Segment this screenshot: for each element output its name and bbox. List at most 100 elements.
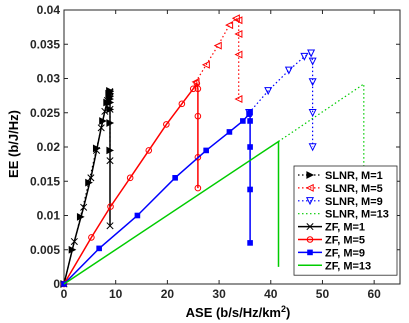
data-point — [234, 95, 243, 104]
data-point — [226, 129, 233, 135]
data-point — [101, 107, 109, 115]
data-point — [106, 105, 114, 113]
legend-label: SLNR, M=5 — [325, 183, 383, 195]
data-point — [96, 245, 102, 252]
y-tick-label: 0.04 — [37, 3, 61, 17]
data-point — [103, 96, 111, 104]
x-axis-label-superscript: 2 — [281, 304, 286, 314]
marker-stroke — [93, 146, 101, 154]
data-point — [213, 41, 222, 50]
marker-stroke — [106, 105, 114, 113]
data-point — [172, 175, 178, 181]
data-point — [126, 174, 134, 182]
legend-marker — [307, 249, 313, 256]
legend-marker — [305, 183, 314, 192]
data-point — [134, 212, 141, 219]
x-tick-label: 20 — [161, 287, 175, 301]
y-tick-label: 0.01 — [37, 209, 61, 223]
data-point — [194, 112, 202, 120]
data-point — [178, 100, 186, 108]
x-axis-label-end: ) — [286, 305, 290, 320]
series-line — [63, 89, 111, 285]
marker-stroke — [101, 107, 109, 115]
x-tick-label: 0 — [61, 287, 68, 301]
data-point — [106, 222, 114, 230]
legend-marker — [306, 171, 315, 179]
y-tick-label: 0 — [53, 277, 60, 291]
data-point — [97, 124, 105, 132]
y-tick-label: 0.035 — [30, 37, 60, 51]
series-line — [63, 81, 199, 285]
data-point — [307, 49, 316, 58]
y-axis-label: EE (b/J/Hz) — [6, 110, 21, 178]
x-tick-label: 60 — [367, 287, 381, 301]
y-tick-label: 0.015 — [30, 174, 60, 188]
data-point — [163, 121, 170, 128]
legend-item: SLNR, M=5 — [298, 183, 383, 195]
data-point — [247, 240, 253, 246]
data-point — [308, 57, 317, 66]
series-5 — [60, 87, 114, 288]
data-point — [106, 157, 114, 165]
x-tick-label: 30 — [212, 287, 226, 301]
data-point — [247, 118, 253, 124]
y-tick-label: 0.02 — [37, 140, 61, 154]
data-point — [203, 147, 209, 154]
x-axis-label: ASE (b/s/Hz/km2) — [186, 304, 291, 320]
marker-stroke — [97, 124, 105, 132]
legend-label: ZF, M=13 — [325, 260, 371, 272]
legend-label: SLNR, M=1 — [325, 170, 383, 182]
data-point — [93, 146, 101, 154]
legend-item: ZF, M=5 — [298, 235, 365, 247]
series-3 — [245, 49, 317, 152]
marker-stroke — [70, 237, 78, 246]
series-7 — [61, 109, 253, 287]
series-line — [63, 140, 280, 285]
legend-item: ZF, M=9 — [298, 247, 365, 259]
data-point — [240, 118, 246, 124]
legend-marker — [305, 197, 315, 206]
x-tick-label: 50 — [316, 287, 330, 301]
legend-item: ZF, M=13 — [298, 260, 371, 272]
legend-label: ZF, M=9 — [325, 247, 365, 259]
data-point — [247, 109, 253, 116]
x-tick-label: 10 — [109, 287, 123, 301]
legend-box — [293, 165, 398, 276]
data-point — [264, 87, 273, 96]
axes: 0 10 20 30 40 50 60 0 0.005 0.01 0.015 0.02 0.025 0.0… — [30, 3, 401, 301]
data-point — [70, 237, 78, 246]
marker-stroke — [80, 203, 88, 211]
data-point — [88, 234, 95, 241]
data-point — [80, 203, 88, 211]
data-point — [107, 203, 114, 210]
series-8 — [63, 140, 280, 285]
data-point — [308, 78, 317, 87]
data-point — [234, 16, 243, 25]
data-point — [247, 186, 253, 193]
data-point — [87, 174, 95, 182]
data-point — [225, 21, 234, 30]
data-point — [189, 85, 197, 93]
marker-stroke — [306, 223, 314, 231]
legend-item: SLNR, M=1 — [298, 170, 383, 182]
marker-stroke — [106, 222, 114, 230]
data-point — [194, 85, 202, 93]
x-tick-label: 40 — [264, 287, 278, 301]
data-point — [201, 60, 210, 69]
y-tick-label: 0.025 — [30, 106, 60, 120]
data-point — [145, 147, 153, 154]
legend-marker — [306, 223, 314, 231]
legend-item: SLNR, M=9 — [298, 196, 383, 208]
legend-label: ZF, M=5 — [325, 235, 365, 247]
legend-label: SLNR, M=13 — [325, 209, 389, 221]
y-tick-label: 0.03 — [37, 72, 61, 86]
data-point — [308, 109, 317, 118]
y-tick-label: 0.005 — [30, 243, 60, 257]
data-point — [284, 66, 293, 75]
data-point — [247, 144, 253, 150]
legend-label: ZF, M=1 — [325, 222, 365, 234]
data-point — [234, 29, 243, 38]
legend-item: ZF, M=1 — [298, 222, 365, 234]
